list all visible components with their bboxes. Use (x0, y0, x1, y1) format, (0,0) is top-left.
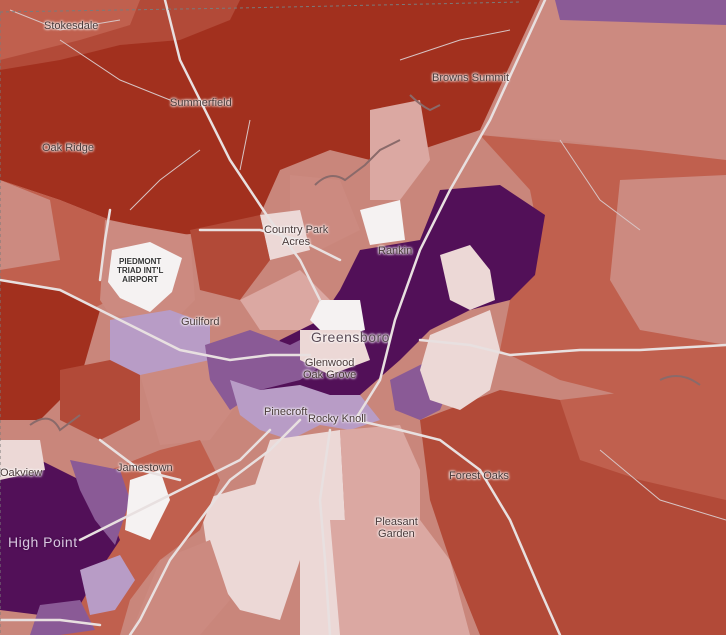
label-high-point: High Point (8, 534, 78, 550)
region-sc-2 (340, 425, 420, 540)
minor-roads (9, 9, 726, 521)
region-cn-1 (370, 100, 430, 200)
region-cn-2 (290, 175, 360, 250)
region-cn-6 (240, 270, 330, 330)
label-garden: Garden (378, 528, 415, 540)
label-pleasant: Pleasant (375, 516, 418, 528)
label-oak-grove: Oak Grove (303, 369, 357, 381)
region-northeast-purple (555, 0, 726, 25)
label-stokesdale: Stokesdale (44, 20, 99, 32)
region-highpoint-lower (30, 600, 95, 635)
region-highpoint-light (80, 555, 135, 615)
region-airport-core (108, 242, 182, 312)
label-country-park-line2: Acres (282, 236, 311, 248)
region-cn-4 (360, 200, 405, 245)
region-cn-5 (190, 215, 270, 300)
lakes (29, 94, 701, 432)
region-wc-red (60, 360, 140, 440)
label-airport-line3: AIRPORT (122, 275, 159, 284)
label-rocky-knoll: Rocky Knoll (308, 413, 367, 425)
label-oak-ridge: Oak Ridge (42, 142, 94, 154)
label-glenwood: Glenwood (304, 357, 355, 369)
label-airport-line2: TRIAD INT'L (117, 266, 164, 275)
region-pale-1 (440, 245, 495, 310)
label-rankin: Rankin (378, 245, 413, 257)
label-guilford: Guilford (181, 316, 220, 328)
label-summerfield: Summerfield (170, 97, 232, 109)
region-stokesdale (0, 0, 140, 60)
region-sw-salmon (130, 540, 230, 635)
region-greensboro-light (230, 380, 380, 440)
region-west-light (0, 180, 60, 270)
label-pleasant-garden: Pleasant Garden (375, 516, 418, 540)
label-browns-summit: Browns Summit (432, 72, 510, 84)
label-airport-line1: PIEDMONT (119, 257, 162, 266)
label-airport: PIEDMONT TRIAD INT'L AIRPORT (117, 257, 163, 284)
label-jamestown: Jamestown (117, 462, 173, 474)
label-country-park: Country Park Acres (264, 224, 328, 248)
region-sc-5 (330, 520, 470, 635)
region-pale-2 (420, 310, 500, 410)
label-country-park-line1: Country Park (264, 224, 329, 236)
label-forest-oaks: Forest Oaks (449, 470, 509, 482)
label-oakview: Oakview (0, 467, 43, 479)
region-northeast (480, 0, 726, 160)
label-greensboro: Greensboro (311, 329, 390, 345)
region-east-salmon (610, 175, 726, 345)
label-glenwood-oak-grove: Glenwood Oak Grove (303, 357, 356, 381)
county-boundary (0, 1, 521, 635)
region-southeast-light (560, 380, 726, 500)
region-pale-4 (300, 330, 370, 375)
label-pinecroft: Pinecroft (264, 406, 308, 418)
region-oakview (0, 440, 45, 480)
